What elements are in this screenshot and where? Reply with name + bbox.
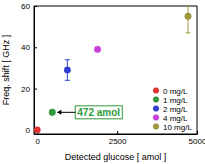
tick: 20 <box>21 85 37 94</box>
tick: 2500 <box>109 131 127 146</box>
x-axis: 0 2500 5000 <box>35 131 205 146</box>
annotation-box <box>75 106 122 119</box>
legend-marker <box>153 124 159 130</box>
legend: 0 mg/L1 mg/L2 mg/L4 mg/L10 mg/L <box>153 87 192 132</box>
legend-label: 10 mg/L <box>163 123 192 132</box>
tick-mark <box>117 131 118 134</box>
legend-entry: 10 mg/L <box>153 123 192 132</box>
legend-label: 0 mg/L <box>163 87 188 96</box>
legend-entry: 4 mg/L <box>153 114 188 123</box>
tick-label: 2500 <box>109 137 127 146</box>
error-bar <box>186 6 191 33</box>
plot: 0 2500 5000 0 20 40 60 472 amol 0 mg/L1 mg/L2 mg… <box>21 0 205 146</box>
tick: 5000 <box>189 131 205 146</box>
tick-mark <box>34 47 37 48</box>
legend-entry: 0 mg/L <box>153 87 188 96</box>
y-axis-title: Freq. shift [ GHz ] <box>1 35 11 106</box>
point <box>94 46 100 52</box>
axis-line <box>35 134 198 135</box>
y-axis: 0 20 40 60 <box>21 2 37 135</box>
x-axis-title: Detected glucose [ amol ] <box>65 152 167 162</box>
legend-label: 2 mg/L <box>163 105 188 114</box>
point <box>185 13 191 19</box>
tick-mark <box>197 131 198 134</box>
chart: 0 2500 5000 0 20 40 60 472 amol 0 mg/L1 mg/L2 mg… <box>0 0 205 164</box>
legend-label: 4 mg/L <box>163 114 188 123</box>
plot-frame <box>34 6 197 134</box>
tick-label: 40 <box>21 43 30 52</box>
point <box>49 109 55 115</box>
data-marks <box>34 6 191 133</box>
point <box>34 127 40 133</box>
tick-label: 60 <box>21 2 30 11</box>
annotation-text: 472 amol <box>77 107 120 118</box>
tick-label: 0 <box>26 126 31 135</box>
tick-mark <box>34 89 37 90</box>
point <box>64 67 70 73</box>
tick: 60 <box>21 2 37 11</box>
legend-label: 1 mg/L <box>163 96 188 105</box>
axis-line <box>34 7 35 135</box>
legend-marker <box>153 106 159 112</box>
legend-entry: 1 mg/L <box>153 96 188 105</box>
error-bar <box>65 60 70 81</box>
tick-mark <box>34 6 37 7</box>
tick-label: 0 <box>35 137 40 146</box>
legend-marker <box>153 115 159 121</box>
legend-marker <box>153 97 159 103</box>
tick-label: 5000 <box>189 137 205 146</box>
annotation: 472 amol <box>57 106 122 119</box>
tick: 40 <box>21 43 37 52</box>
tick-label: 20 <box>21 85 30 94</box>
annotation-arrowhead <box>57 110 61 115</box>
legend-entry: 2 mg/L <box>153 105 188 114</box>
legend-marker <box>153 88 159 94</box>
